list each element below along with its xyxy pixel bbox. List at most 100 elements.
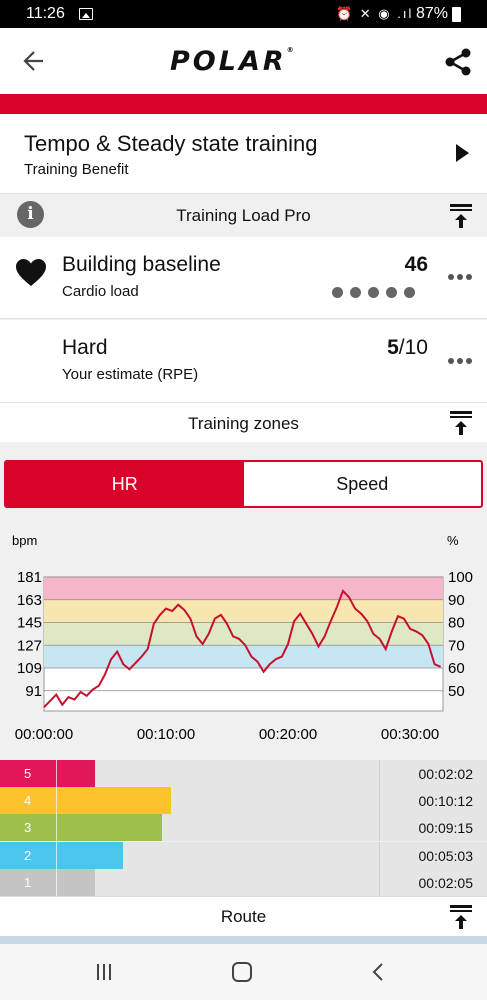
- load-dot: [350, 287, 361, 298]
- zone-number: 2: [24, 847, 32, 863]
- zone-band-2: [44, 645, 443, 669]
- zone-row-separator: [379, 814, 380, 842]
- system-nav-bar: [0, 944, 487, 1000]
- rpe-score: 5: [387, 336, 399, 359]
- load-dot: [404, 287, 415, 298]
- zone-time-bar: [0, 841, 123, 869]
- tab-speed[interactable]: Speed: [336, 474, 389, 494]
- zone-bar-divider: [56, 868, 57, 896]
- status-bar: 11:26 ⏰ ✕ ◉ .ıl 87%: [0, 0, 487, 28]
- gallery-notification-icon: [79, 8, 93, 20]
- app-bar: POLAR®: [0, 28, 487, 94]
- rpe-level: Hard: [62, 336, 108, 359]
- training-zones-title: Training zones: [188, 414, 299, 433]
- training-benefit-card[interactable]: Tempo & Steady state training Training B…: [0, 114, 487, 194]
- y-tick-label-right: 50: [448, 683, 465, 700]
- zone-duration: 00:02:05: [418, 874, 474, 891]
- x-tick-label: 00:00:00: [15, 726, 73, 743]
- y-axis-label-left: bpm: [12, 533, 37, 548]
- zone-band-3: [44, 622, 443, 646]
- system-icons: ⏰ ✕ ◉ .ıl: [336, 6, 414, 21]
- info-icon[interactable]: i: [17, 201, 44, 228]
- status-time: 11:26: [26, 5, 65, 22]
- more-options-icon[interactable]: [447, 357, 473, 365]
- x-tick-label: 00:10:00: [137, 726, 195, 743]
- route-title: Route: [220, 907, 267, 926]
- y-tick-label-left: 145: [17, 615, 42, 632]
- share-icon[interactable]: [443, 47, 473, 77]
- load-dot: [368, 287, 379, 298]
- zone-time-bar: [0, 814, 162, 842]
- zone-time-row-1: 1 00:02:05: [0, 868, 487, 896]
- zone-bar-divider: [56, 760, 57, 787]
- rpe-row[interactable]: Hard Your estimate (RPE) 5/10: [0, 320, 487, 402]
- zone-bar-divider: [56, 787, 57, 815]
- y-tick-label-right: 80: [448, 615, 465, 632]
- zone-time-row-3: 3 00:09:15: [0, 814, 487, 842]
- cardio-load-status: Building baseline: [62, 253, 221, 276]
- collapse-icon[interactable]: [449, 203, 473, 229]
- zone-row-separator: [379, 868, 380, 896]
- y-tick-label-left: 181: [17, 569, 42, 586]
- cardio-load-value: 46: [404, 253, 428, 276]
- hr-series-line: [43, 589, 441, 708]
- metric-tabs: HR Speed: [4, 460, 483, 508]
- zone-band-4: [44, 599, 443, 623]
- x-tick-label: 00:30:00: [381, 726, 439, 743]
- tab-hr[interactable]: HR: [6, 462, 244, 506]
- cardio-load-label: Cardio load: [62, 283, 139, 300]
- more-options-icon[interactable]: [447, 273, 473, 281]
- recents-icon[interactable]: [97, 964, 117, 980]
- play-icon[interactable]: [456, 144, 469, 162]
- zone-number: 3: [24, 820, 32, 836]
- brand-name: POLAR: [170, 46, 287, 77]
- y-tick-label-left: 127: [17, 637, 42, 654]
- y-tick-label-right: 60: [448, 660, 465, 677]
- zone-duration: 00:02:02: [418, 766, 474, 782]
- zone-number: 1: [24, 874, 32, 890]
- home-icon[interactable]: [232, 962, 252, 982]
- polar-logo: POLAR®: [170, 46, 294, 77]
- route-header: Route: [0, 896, 487, 936]
- system-back-icon[interactable]: [372, 963, 384, 981]
- cardio-load-dots: [332, 285, 432, 298]
- zone-time-row-2: 2 00:05:03: [0, 841, 487, 869]
- red-accent-strip: [0, 94, 487, 114]
- rpe-scale: /10: [398, 336, 428, 359]
- load-dot: [332, 287, 343, 298]
- route-map[interactable]: [0, 936, 487, 944]
- zone-time-bar: [0, 868, 95, 896]
- zone-duration: 00:05:03: [418, 847, 474, 864]
- zone-time-row-5: 5 00:02:02: [0, 760, 487, 787]
- benefit-subtitle: Training Benefit: [24, 161, 129, 178]
- cardio-load-row[interactable]: Building baseline Cardio load 46: [0, 237, 487, 319]
- collapse-icon[interactable]: [449, 410, 473, 436]
- training-load-title: Training Load Pro: [176, 206, 311, 225]
- battery-icon: [452, 7, 461, 22]
- rpe-value: 5/10: [387, 336, 428, 360]
- battery-percent: 87%: [416, 5, 449, 22]
- back-arrow-icon[interactable]: [20, 48, 46, 74]
- zone-bar-divider: [56, 841, 57, 869]
- collapse-icon[interactable]: [449, 904, 473, 930]
- zone-number: 5: [24, 766, 32, 781]
- zone-row-separator: [379, 760, 380, 787]
- y-tick-label-right: 70: [448, 637, 465, 654]
- hr-chart-svg: bpm % 181 100 163 90 145 80 127 70 109 60 91 50 00:0…: [12, 533, 473, 743]
- training-load-header: i Training Load Pro: [0, 195, 487, 237]
- y-tick-label-left: 163: [17, 592, 42, 609]
- zone-row-separator: [379, 841, 380, 869]
- training-zones-header: Training zones: [0, 402, 487, 442]
- zone-row-separator: [379, 787, 380, 815]
- rpe-label: Your estimate (RPE): [62, 366, 199, 383]
- heart-icon: [16, 259, 46, 286]
- load-dot: [386, 287, 397, 298]
- zone-band-5: [44, 577, 443, 600]
- x-tick-label: 00:20:00: [259, 726, 317, 743]
- hr-chart: bpm % 181 100 163 90 145 80 127 70 109 60 91 50 00:0…: [0, 520, 487, 755]
- zone-bar-divider: [56, 814, 57, 842]
- y-tick-label-right: 90: [448, 592, 465, 609]
- y-axis-label-right: %: [447, 533, 459, 548]
- zone-duration: 00:09:15: [418, 820, 474, 837]
- zone-duration: 00:10:12: [418, 793, 474, 810]
